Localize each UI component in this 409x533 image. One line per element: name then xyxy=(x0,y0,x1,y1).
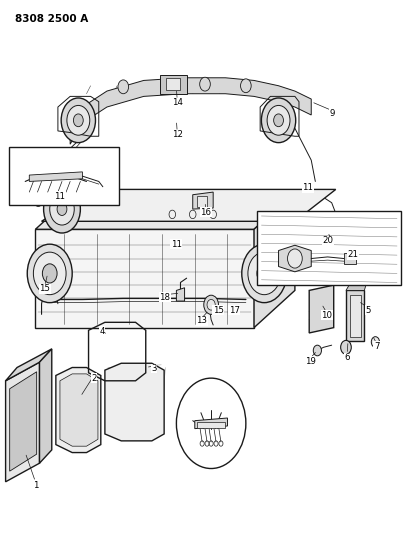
Circle shape xyxy=(176,378,245,469)
Polygon shape xyxy=(345,284,366,290)
Text: 9: 9 xyxy=(329,109,334,118)
Circle shape xyxy=(241,244,286,303)
Polygon shape xyxy=(278,245,310,272)
Circle shape xyxy=(207,300,215,310)
Polygon shape xyxy=(254,192,294,328)
Polygon shape xyxy=(35,229,254,328)
Circle shape xyxy=(287,249,301,268)
Bar xyxy=(196,196,207,207)
Circle shape xyxy=(371,337,379,348)
Text: 2: 2 xyxy=(91,374,97,383)
Circle shape xyxy=(73,114,83,127)
Polygon shape xyxy=(29,172,82,181)
Circle shape xyxy=(33,193,43,206)
Circle shape xyxy=(256,264,271,283)
Text: 13: 13 xyxy=(196,316,207,325)
Circle shape xyxy=(247,252,280,295)
Bar xyxy=(160,75,186,94)
Circle shape xyxy=(57,203,67,215)
Bar xyxy=(166,78,180,90)
Text: 11: 11 xyxy=(54,192,65,201)
Circle shape xyxy=(203,295,218,314)
Text: 7: 7 xyxy=(373,342,378,351)
Polygon shape xyxy=(192,192,213,209)
Text: 11: 11 xyxy=(302,183,313,192)
Polygon shape xyxy=(194,418,227,429)
Text: 15: 15 xyxy=(212,305,223,314)
Text: 16: 16 xyxy=(200,208,211,217)
Text: 4: 4 xyxy=(99,327,105,336)
Bar xyxy=(343,253,355,264)
Circle shape xyxy=(273,114,283,127)
Text: 11: 11 xyxy=(171,240,182,249)
Polygon shape xyxy=(56,368,101,453)
Polygon shape xyxy=(176,288,184,301)
Polygon shape xyxy=(41,189,335,221)
Circle shape xyxy=(49,193,74,225)
Text: 8308 2500 A: 8308 2500 A xyxy=(15,14,88,24)
Circle shape xyxy=(266,106,289,135)
Polygon shape xyxy=(60,374,98,446)
Polygon shape xyxy=(39,349,52,463)
Circle shape xyxy=(33,252,66,295)
Circle shape xyxy=(340,341,351,354)
Polygon shape xyxy=(35,192,294,229)
Text: 19: 19 xyxy=(304,357,315,366)
Bar xyxy=(319,231,329,237)
Circle shape xyxy=(43,185,80,233)
Bar xyxy=(257,211,400,285)
Circle shape xyxy=(312,345,321,356)
Text: 6: 6 xyxy=(344,353,349,362)
Bar xyxy=(9,147,119,205)
Text: 21: 21 xyxy=(346,251,357,260)
Text: 17: 17 xyxy=(228,305,239,314)
Polygon shape xyxy=(105,364,164,441)
Text: 12: 12 xyxy=(171,130,182,139)
Polygon shape xyxy=(6,349,52,381)
Polygon shape xyxy=(349,295,360,337)
Text: 20: 20 xyxy=(321,237,332,246)
Circle shape xyxy=(61,98,95,143)
Circle shape xyxy=(199,77,210,91)
Text: 8: 8 xyxy=(327,237,333,246)
Circle shape xyxy=(42,264,57,283)
Bar xyxy=(196,422,225,427)
Polygon shape xyxy=(308,285,333,333)
Text: 5: 5 xyxy=(365,305,370,314)
Polygon shape xyxy=(10,372,36,471)
Text: 15: 15 xyxy=(39,284,50,293)
Text: 1: 1 xyxy=(33,481,38,490)
Circle shape xyxy=(67,106,90,135)
Circle shape xyxy=(240,79,251,93)
Circle shape xyxy=(118,80,128,94)
Circle shape xyxy=(261,98,295,143)
Text: 3: 3 xyxy=(151,364,156,373)
Polygon shape xyxy=(6,362,39,482)
Text: 14: 14 xyxy=(171,98,182,107)
Circle shape xyxy=(27,244,72,303)
Polygon shape xyxy=(70,78,310,144)
Polygon shape xyxy=(345,290,364,341)
Text: 10: 10 xyxy=(321,311,331,320)
Text: 18: 18 xyxy=(159,293,170,302)
